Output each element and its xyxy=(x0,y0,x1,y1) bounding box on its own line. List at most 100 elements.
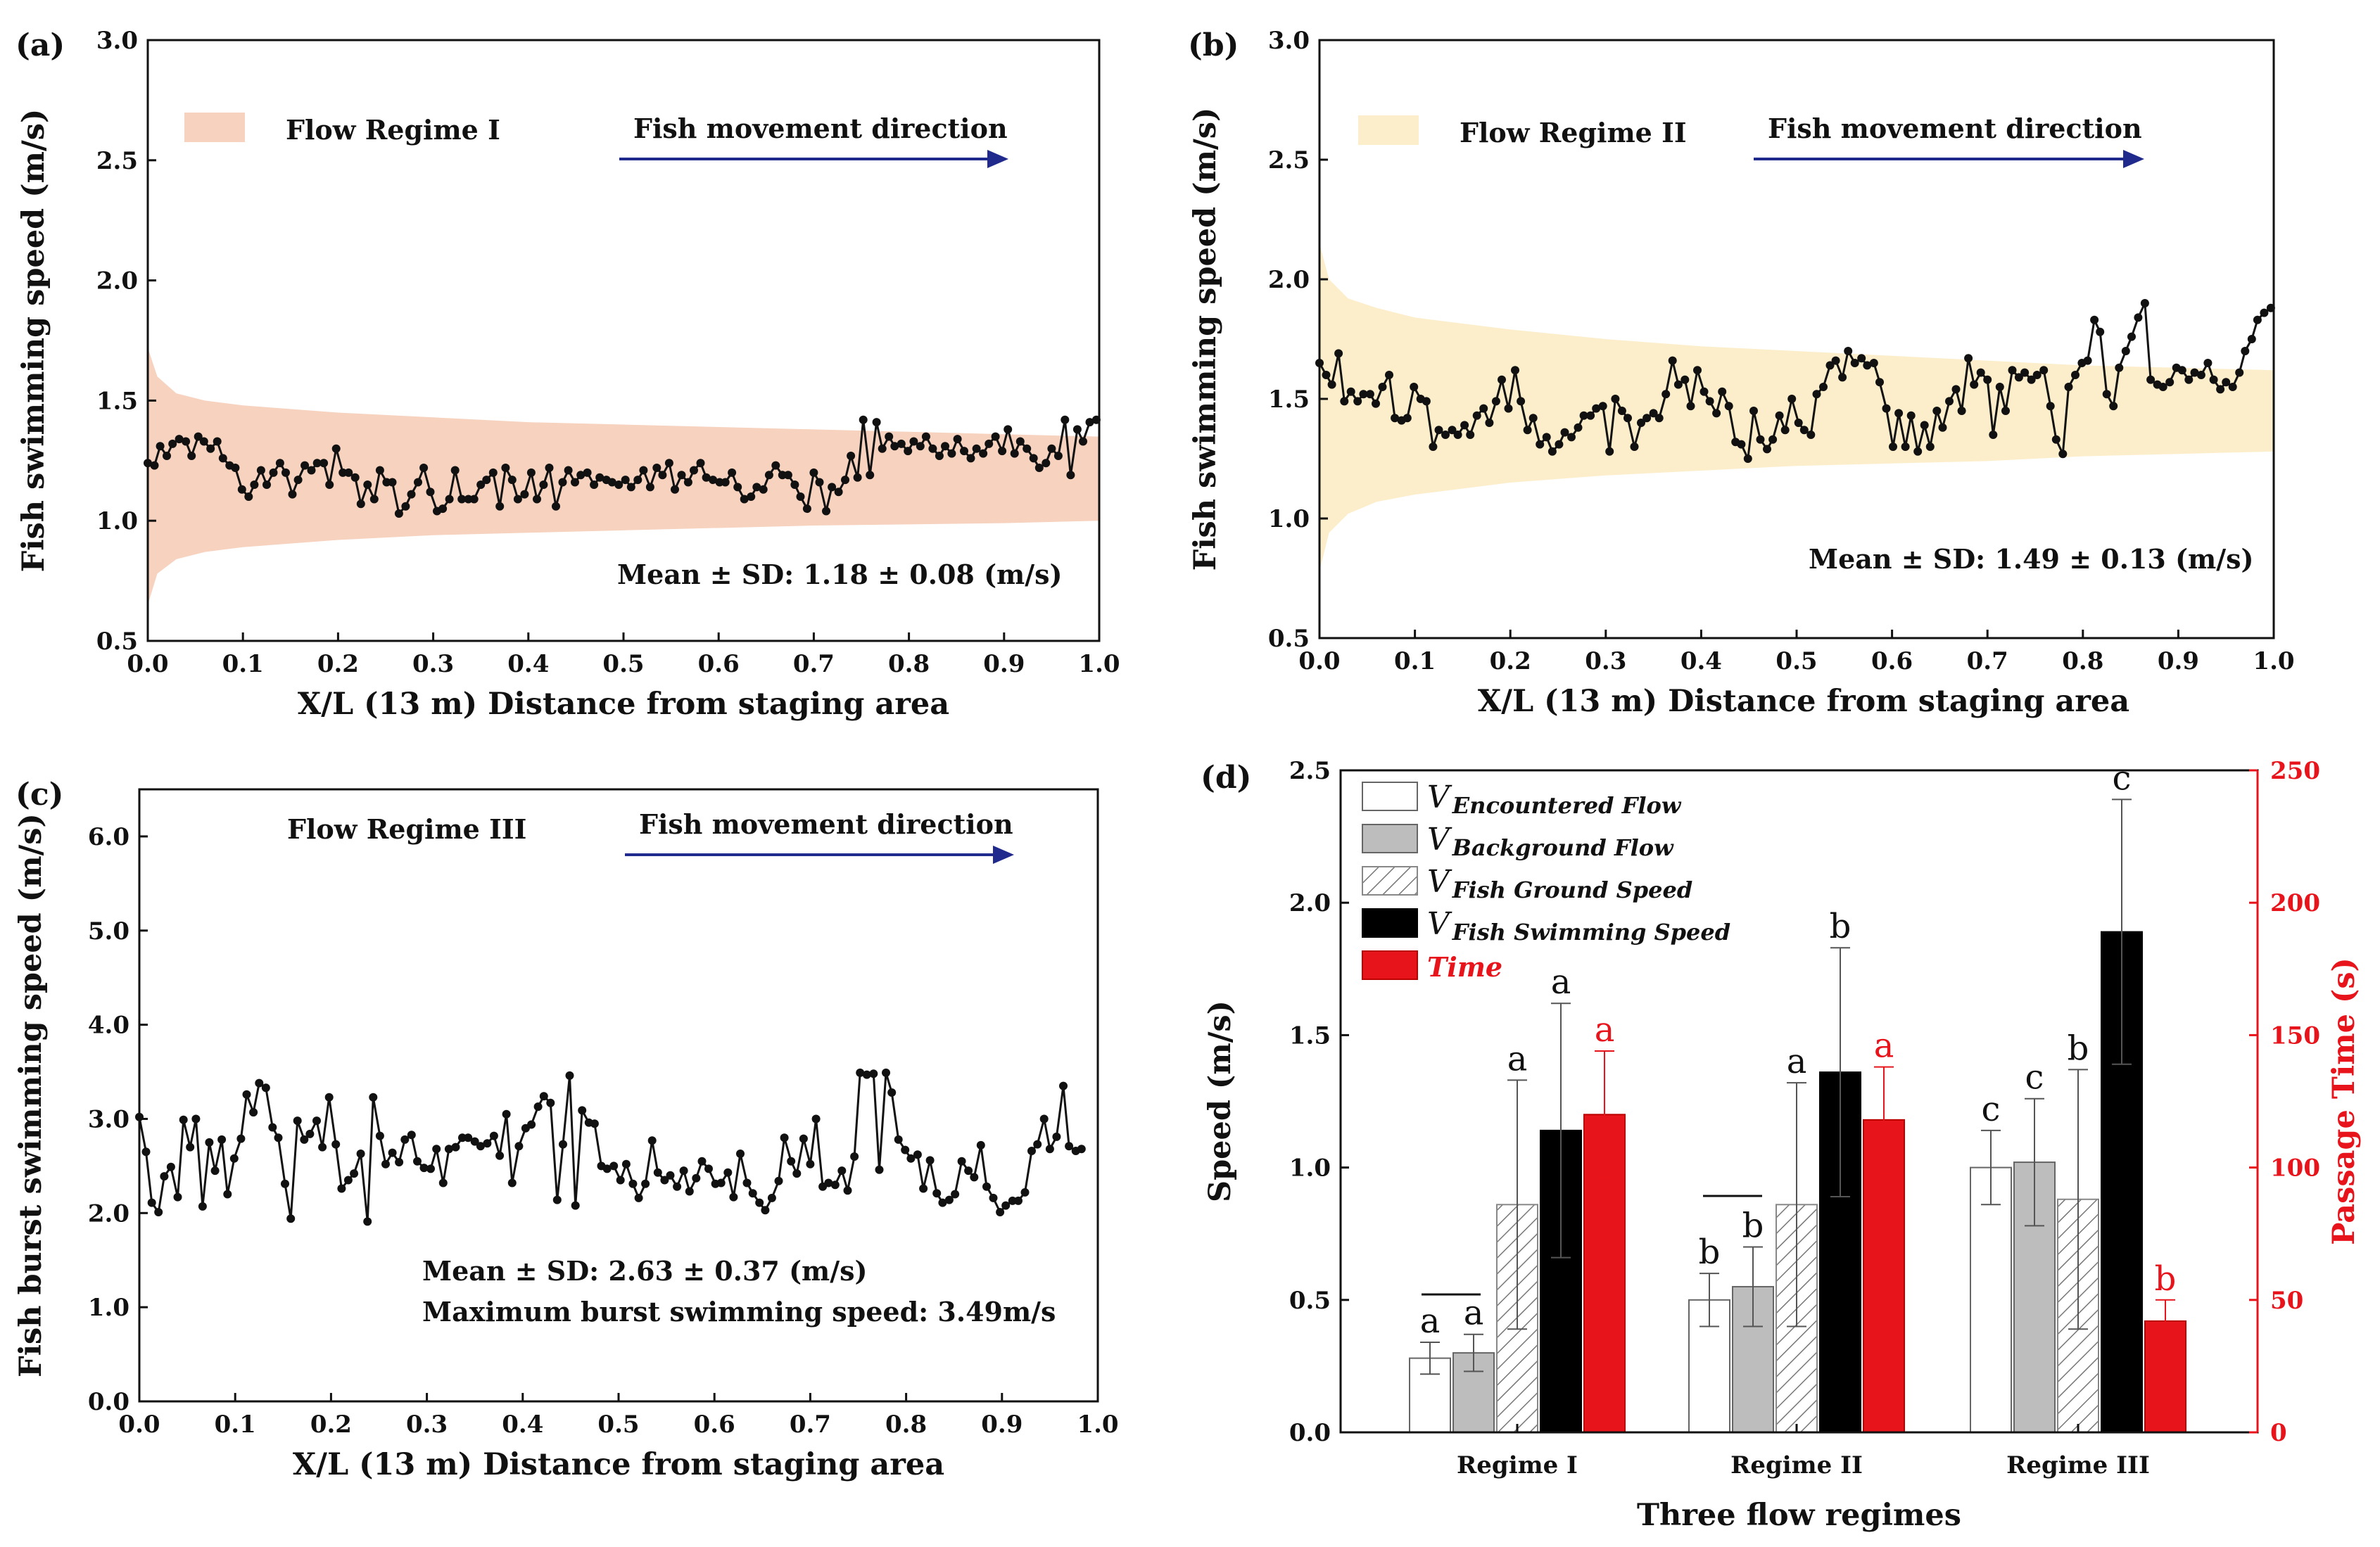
panel-c-xtick-label-5: 0.5 xyxy=(597,1411,639,1439)
panel-d-y2tick-label-5: 250 xyxy=(2270,757,2320,785)
panel-b-data-point xyxy=(1498,375,1506,384)
panel-b-data-point xyxy=(1989,431,1998,439)
panel-b-data-point xyxy=(1422,397,1431,406)
panel-a-data-point xyxy=(576,471,585,480)
panel-b-data-point xyxy=(1775,411,1784,420)
panel-a-xtick-label-8: 0.8 xyxy=(888,650,930,678)
panel-a-data-point xyxy=(690,466,698,475)
panel-b-data-point xyxy=(1322,371,1331,379)
panel-a-data-point xyxy=(293,476,303,485)
panel-a-data-point xyxy=(683,478,692,487)
panel-c-data-point xyxy=(400,1135,410,1144)
panel-b-data-point xyxy=(1372,399,1380,408)
panel-b-data-point xyxy=(1812,390,1821,399)
panel-b-data-point xyxy=(1448,426,1457,435)
panel-a-data-point xyxy=(501,464,510,472)
panel-a-data-point xyxy=(507,476,517,485)
panel-a-data-point xyxy=(607,478,616,487)
panel-b-data-point xyxy=(2127,332,2136,341)
panel-c-data-point xyxy=(951,1190,960,1199)
panel-c-data-point xyxy=(964,1166,973,1176)
panel-c-data-point xyxy=(179,1115,188,1124)
panel-b-xtick-label-5: 0.5 xyxy=(1775,647,1817,675)
panel-b-data-point xyxy=(1983,375,1992,384)
panel-a-ytick-label-2: 1.5 xyxy=(96,387,138,415)
panel-a-data-point xyxy=(414,478,422,487)
panel-a-data-point xyxy=(815,478,824,487)
panel-c-data-point xyxy=(925,1156,935,1165)
panel-c-data-point xyxy=(286,1214,296,1223)
panel-b-data-point xyxy=(2247,335,2256,343)
panel-d-x-axis-title: Three flow regimes xyxy=(1637,1498,1961,1533)
panel-a-data-point xyxy=(476,480,486,489)
panel-b-ytick-label-3: 2.0 xyxy=(1268,266,1310,294)
panel-b-data-point xyxy=(2008,366,2017,375)
panel-b-data-point xyxy=(1441,431,1450,439)
panel-c-direction-arrow-head xyxy=(993,846,1014,864)
panel-b-panel-label: (b) xyxy=(1188,27,1239,63)
panel-c-data-point xyxy=(843,1186,852,1195)
panel-a-data-point xyxy=(802,504,811,514)
panel-b-data-point xyxy=(1844,347,1853,355)
panel-b-speed-regime-2: 0.5 1.0 1.5 2.0 2.5 3.0 0.0 0.1 0.2 0.3 0.4 0.5 0.6 0… xyxy=(1188,27,2295,719)
panel-b-data-point xyxy=(1749,407,1758,415)
panel-b-data-point xyxy=(1838,373,1847,382)
bar-v-encountered-flow xyxy=(1970,1166,2012,1433)
panel-b-xtick-label-7: 0.7 xyxy=(1967,647,2008,675)
panel-b-data-point xyxy=(1637,419,1645,427)
legend-swatch-3 xyxy=(1362,908,1418,938)
panel-a-data-point xyxy=(878,444,887,453)
panel-b-data-point xyxy=(2032,371,2042,379)
panel-c-data-point xyxy=(539,1092,548,1101)
panel-b-data-point xyxy=(1705,397,1714,406)
panel-b-data-point xyxy=(1586,411,1595,420)
panel-a-xtick-label-5: 0.5 xyxy=(602,650,644,678)
panel-a-data-point xyxy=(1042,459,1051,468)
panel-b-data-point xyxy=(1869,359,1878,367)
panel-a-data-point xyxy=(960,447,968,456)
panel-b-data-point xyxy=(1555,440,1564,449)
panel-c-data-point xyxy=(135,1112,144,1121)
panel-b-ytick-label-1: 1.0 xyxy=(1268,505,1310,533)
panel-a-data-point xyxy=(671,485,679,494)
panel-a-data-point xyxy=(275,459,284,468)
panel-c-data-point xyxy=(590,1119,599,1128)
panel-c-data-point xyxy=(982,1182,991,1191)
panel-a-data-point xyxy=(941,442,949,451)
panel-b-y-axis-title: Fish swimming speed (m/s) xyxy=(1188,108,1223,571)
panel-a-data-point xyxy=(363,480,372,489)
panel-a-data-point xyxy=(921,432,930,441)
panel-c-data-point xyxy=(887,1088,897,1097)
panel-c-regime-label: Flow Regime III xyxy=(287,813,526,845)
panel-b-data-point xyxy=(2115,363,2124,372)
panel-b-ytick-label-0: 0.5 xyxy=(1268,625,1310,653)
panel-a-xtick-label-1: 0.1 xyxy=(222,650,264,678)
panel-b-stat-text: Mean ± SD: 1.49 ± 0.13 (m/s) xyxy=(1809,543,2254,575)
panel-a-data-point xyxy=(916,442,925,451)
panel-c-data-point xyxy=(533,1102,543,1112)
panel-c-data-point xyxy=(343,1176,353,1185)
panel-c-data-point xyxy=(552,1195,562,1204)
panel-b-data-point xyxy=(2165,378,2175,387)
panel-a-legend-swatch xyxy=(184,113,245,142)
panel-a-data-point xyxy=(696,459,705,468)
panel-c-data-point xyxy=(957,1157,966,1166)
panel-c-ytick-label-2: 2.0 xyxy=(88,1199,129,1228)
panel-a-stat-text: Mean ± SD: 1.18 ± 0.08 (m/s) xyxy=(617,559,1063,590)
panel-c-data-point xyxy=(901,1145,910,1154)
panel-c-data-point xyxy=(369,1093,378,1102)
panel-c-data-point xyxy=(502,1109,511,1119)
panel-a-data-point xyxy=(1079,437,1087,446)
panel-b-direction-arrow-head xyxy=(2123,150,2144,168)
panel-b-data-point xyxy=(2090,315,2099,324)
panel-c-data-point xyxy=(641,1179,650,1188)
panel-b-data-point xyxy=(1894,409,1904,418)
panel-c-data-point xyxy=(223,1190,232,1199)
panel-c-data-point xyxy=(875,1165,884,1174)
panel-c-ytick-label-1: 1.0 xyxy=(88,1294,129,1322)
panel-b-data-point xyxy=(2196,371,2205,379)
panel-c-data-point xyxy=(432,1145,441,1154)
panel-b-data-point xyxy=(1547,447,1557,456)
panel-a-data-point xyxy=(747,492,756,501)
legend-entry-4: Time xyxy=(1427,951,1502,983)
